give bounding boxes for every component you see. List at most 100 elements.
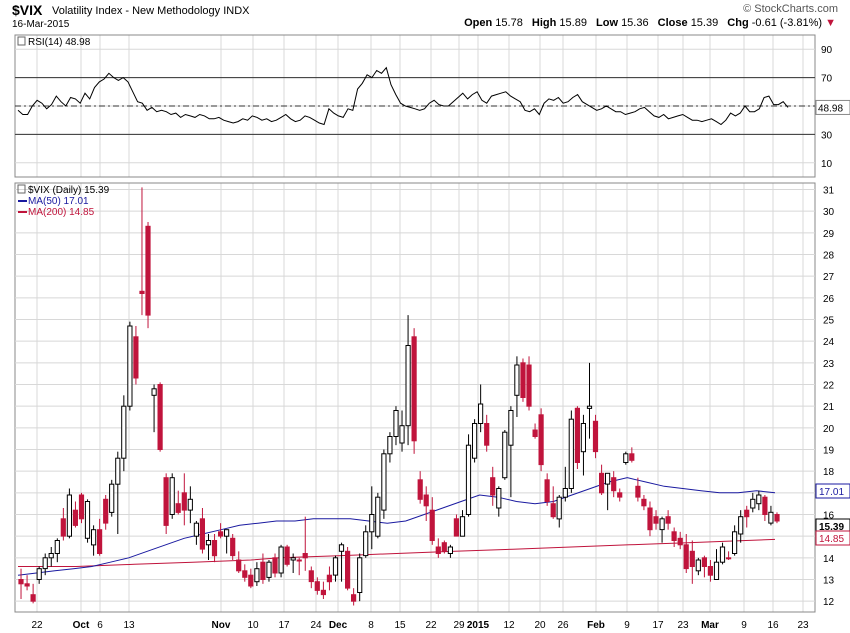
candle-body	[744, 509, 750, 518]
candle-body	[671, 531, 677, 541]
candle-body	[121, 405, 127, 459]
candle-body	[635, 485, 641, 498]
candle-body	[357, 557, 363, 593]
candle-body	[732, 531, 738, 554]
candle-body	[647, 507, 653, 531]
x-tick-label: 13	[123, 620, 135, 631]
x-tick-label: Dec	[329, 620, 348, 631]
price-tick-label: 14	[823, 554, 835, 565]
candle-body	[30, 594, 36, 602]
candle-body	[224, 529, 230, 537]
candle-body	[568, 418, 574, 490]
x-tick-label: 29	[453, 620, 465, 631]
candle-body	[393, 410, 399, 437]
candle-body	[181, 492, 187, 511]
candle-body	[187, 498, 193, 511]
price-tick-label: 20	[823, 424, 835, 435]
candle-body	[175, 503, 181, 513]
candle-body	[369, 514, 375, 533]
candle-body	[599, 472, 605, 494]
candle-body	[97, 529, 103, 555]
candle-body	[363, 531, 369, 557]
down-arrow-icon: ▼	[825, 17, 836, 29]
candle-body	[127, 325, 133, 407]
candle-body	[272, 557, 278, 574]
x-tick-label: 9	[624, 620, 630, 631]
candle-body	[490, 477, 496, 496]
candle-body	[103, 498, 109, 524]
chg-label: Chg	[727, 17, 749, 29]
candle-body	[574, 407, 580, 463]
candle-body	[36, 568, 42, 581]
candle-body	[115, 457, 121, 485]
close-last-label: 15.39	[819, 522, 844, 533]
candle-body	[332, 557, 339, 576]
candle-body	[695, 559, 701, 572]
candle-body	[338, 544, 345, 552]
candle-body	[133, 336, 139, 379]
candle-body	[91, 529, 97, 546]
price-tick-label: 25	[823, 316, 835, 327]
candle-body	[738, 516, 744, 535]
candle-body	[683, 544, 689, 570]
candle-body	[236, 559, 242, 572]
candle-body	[387, 436, 393, 455]
candle-body	[556, 496, 562, 520]
candle-body	[689, 550, 695, 567]
candle-body	[617, 492, 623, 498]
candle-body	[653, 516, 659, 524]
candle-body	[538, 414, 544, 466]
candle-body	[284, 546, 290, 565]
ma50-last-label-box	[815, 483, 850, 499]
ma200-last-label: 14.85	[819, 534, 844, 545]
candle-body	[713, 561, 720, 581]
x-tick-label: Feb	[587, 620, 605, 631]
ohlc-summary: Open 15.78 High 15.89 Low 15.36 Close 15…	[464, 17, 836, 29]
open-value: 15.78	[495, 17, 523, 29]
candle-body	[496, 488, 502, 509]
candle-body	[18, 579, 24, 585]
candle-body	[308, 570, 314, 583]
high-value: 15.89	[559, 17, 587, 29]
price-tick-label: 24	[823, 337, 835, 348]
rsi-legend-label: RSI(14) 48.98	[28, 37, 91, 48]
chart-header: $VIX Volatility Index - New Methodology …	[0, 0, 850, 30]
candle-body	[550, 503, 556, 518]
x-tick-label: 8	[368, 620, 374, 631]
legend-ma50: MA(50) 17.01	[28, 196, 89, 207]
candle-body	[145, 225, 151, 316]
candle-body	[774, 514, 780, 522]
candle-body	[423, 494, 429, 507]
candle-body	[459, 516, 466, 537]
x-tick-label: 23	[797, 620, 809, 631]
candle-body	[139, 290, 145, 294]
candle-body	[242, 570, 248, 578]
candle-body	[726, 557, 732, 560]
legend-ma200: MA(200) 14.85	[28, 207, 95, 218]
candle-body	[659, 518, 665, 531]
rsi-toggle-icon	[17, 36, 26, 46]
candle-body	[326, 574, 332, 583]
chg-value: -0.61 (-3.81%)	[751, 17, 823, 29]
candle-body	[707, 566, 713, 576]
candle-body	[411, 336, 417, 442]
price-tick-label: 29	[823, 229, 835, 240]
candle-body	[169, 477, 175, 516]
candle-body	[199, 518, 206, 550]
candle-body	[193, 522, 200, 537]
candle-body	[48, 553, 54, 559]
x-tick-label: 17	[278, 620, 290, 631]
candle-body	[211, 540, 218, 557]
price-tick-label: 23	[823, 359, 835, 370]
rsi-line	[17, 66, 789, 126]
candle-body	[351, 594, 357, 602]
x-tick-label: 23	[677, 620, 689, 631]
close-value: 15.39	[690, 17, 719, 29]
candle-body	[157, 384, 163, 450]
rsi-tick-label: 70	[821, 74, 833, 85]
candle-body	[768, 511, 774, 524]
price-panel-frame	[14, 182, 816, 613]
x-tick-label: 6	[97, 620, 103, 631]
price-tick-label: 13	[823, 576, 835, 587]
